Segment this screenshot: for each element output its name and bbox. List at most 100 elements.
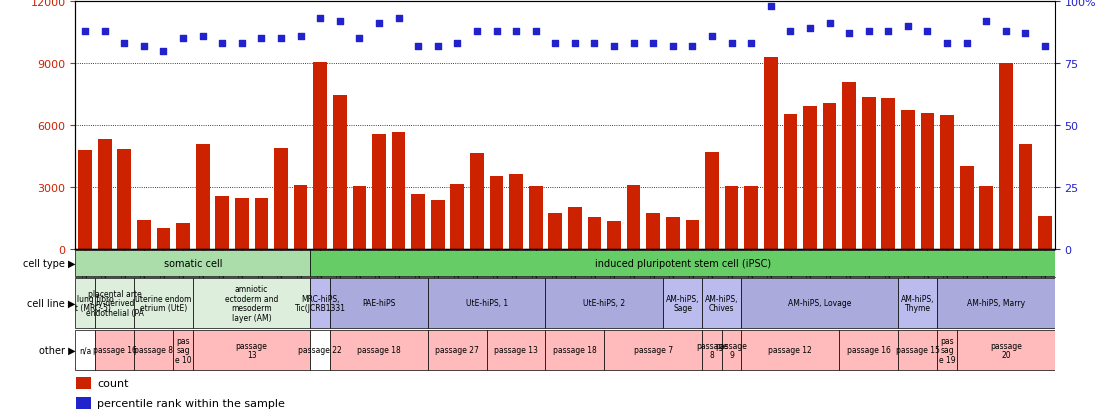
Point	[742, 41, 760, 47]
Bar	[117, 150, 131, 249]
Bar	[490, 176, 503, 249]
Bar	[451, 185, 464, 249]
Point	[704, 33, 721, 40]
Bar	[545, 278, 663, 328]
Bar	[330, 330, 428, 370]
Text: passage 22: passage 22	[298, 346, 342, 355]
Bar	[431, 201, 444, 249]
Text: percentile rank within the sample: percentile rank within the sample	[96, 398, 285, 408]
Bar	[646, 214, 660, 249]
Point	[625, 41, 643, 47]
Bar	[486, 330, 545, 370]
Text: count: count	[96, 378, 129, 388]
Text: passage
20: passage 20	[989, 341, 1022, 359]
Point	[586, 41, 604, 47]
Point	[409, 43, 427, 50]
Bar	[392, 133, 406, 249]
Bar	[979, 187, 993, 249]
Bar	[510, 174, 523, 249]
Bar	[705, 152, 719, 249]
Bar	[663, 278, 702, 328]
Point	[253, 36, 270, 43]
Point	[526, 28, 544, 35]
Bar	[95, 330, 134, 370]
Bar	[196, 144, 209, 249]
Bar	[937, 278, 1055, 328]
Point	[291, 33, 309, 40]
Text: UtE-hiPS, 2: UtE-hiPS, 2	[583, 299, 625, 308]
Bar	[783, 114, 798, 249]
Bar	[79, 150, 92, 249]
Point	[370, 21, 388, 28]
Point	[997, 28, 1015, 35]
Bar	[702, 278, 741, 328]
Text: placental arte
ry-derived
endothelial (PA: placental arte ry-derived endothelial (P…	[85, 289, 143, 318]
Point	[645, 41, 663, 47]
Bar	[745, 187, 758, 249]
Bar	[725, 187, 738, 249]
Point	[135, 43, 153, 50]
Bar	[193, 330, 310, 370]
Point	[880, 28, 897, 35]
Bar	[294, 185, 308, 249]
Bar	[173, 330, 193, 370]
Point	[350, 36, 368, 43]
Bar	[568, 207, 582, 249]
Text: MRC-hiPS,
Tic(JCRB1331: MRC-hiPS, Tic(JCRB1331	[295, 294, 346, 313]
Bar	[937, 330, 957, 370]
Point	[1036, 43, 1054, 50]
Text: passage 7: passage 7	[634, 346, 673, 355]
Text: PAE-hiPS: PAE-hiPS	[362, 299, 396, 308]
Bar	[274, 148, 288, 249]
Text: passage
13: passage 13	[236, 341, 268, 359]
Point	[449, 41, 466, 47]
Bar	[545, 330, 604, 370]
Bar	[314, 63, 327, 249]
Bar	[137, 221, 151, 249]
Point	[233, 41, 250, 47]
Text: passage 18: passage 18	[357, 346, 401, 355]
Text: amniotic
ectoderm and
mesoderm
layer (AM): amniotic ectoderm and mesoderm layer (AM…	[225, 284, 278, 322]
Point	[801, 26, 819, 33]
Bar	[721, 330, 741, 370]
Text: cell line ▶: cell line ▶	[27, 298, 75, 308]
Bar	[741, 330, 840, 370]
Bar	[470, 154, 484, 249]
Bar	[134, 330, 173, 370]
Bar	[842, 83, 856, 249]
Point	[507, 28, 525, 35]
Bar	[960, 167, 974, 249]
Point	[273, 36, 290, 43]
Bar	[75, 278, 95, 328]
Bar	[193, 278, 310, 328]
Bar	[587, 218, 602, 249]
Bar	[862, 98, 875, 249]
Bar	[134, 278, 193, 328]
Point	[977, 19, 995, 25]
Text: pas
sag
e 19: pas sag e 19	[938, 336, 955, 364]
Point	[174, 36, 192, 43]
Point	[781, 28, 799, 35]
Text: n/a: n/a	[79, 346, 91, 355]
Bar	[822, 104, 837, 249]
Bar	[763, 58, 778, 249]
Point	[429, 43, 447, 50]
Text: passage 15: passage 15	[895, 346, 940, 355]
Point	[684, 43, 701, 50]
Bar	[899, 278, 937, 328]
Bar	[607, 221, 620, 249]
Point	[566, 41, 584, 47]
Point	[194, 33, 212, 40]
Text: passage 8: passage 8	[134, 346, 173, 355]
Bar	[372, 135, 386, 249]
Bar	[411, 195, 425, 249]
Bar	[75, 330, 95, 370]
Bar	[529, 187, 543, 249]
Bar	[999, 64, 1013, 249]
Text: passage 16: passage 16	[847, 346, 891, 355]
Point	[762, 4, 780, 10]
Text: somatic cell: somatic cell	[164, 259, 222, 268]
Bar	[255, 199, 268, 249]
Point	[390, 16, 408, 23]
Point	[899, 24, 916, 30]
